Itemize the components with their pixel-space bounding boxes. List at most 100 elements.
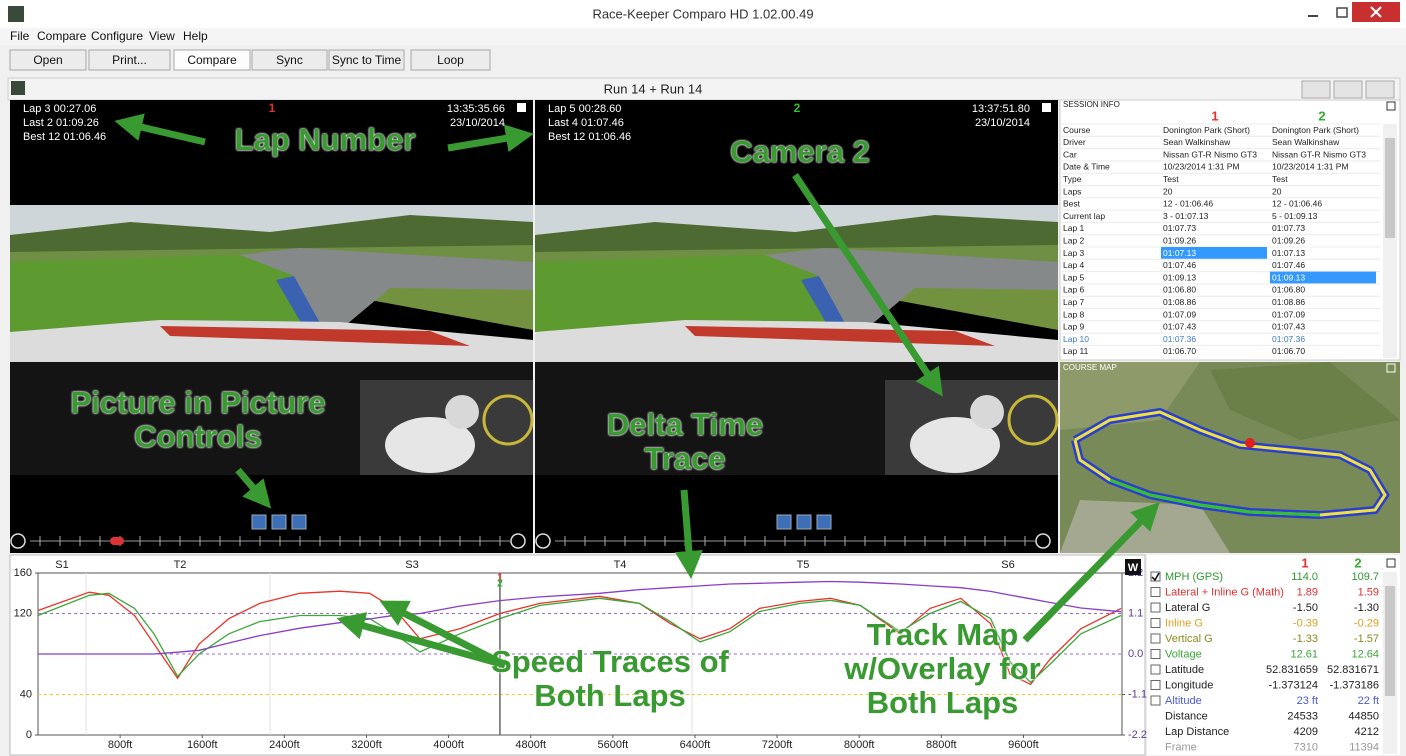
- toolbar-button-label[interactable]: Print...: [112, 53, 147, 67]
- session-cell: Lap 8: [1063, 309, 1085, 319]
- best-lap: Best 12 01:06.46: [548, 131, 631, 143]
- pip-helmet: [970, 395, 1004, 429]
- session-cell: Lap 6: [1063, 285, 1085, 295]
- checkbox[interactable]: [1151, 650, 1160, 659]
- annotation: Camera 2: [700, 135, 900, 169]
- toolbar-button-label[interactable]: Sync: [276, 53, 303, 67]
- video-menu-icon[interactable]: [517, 103, 526, 112]
- channel-value: 11394: [1349, 741, 1379, 753]
- checkbox[interactable]: [1151, 603, 1160, 612]
- channel-value: -0.39: [1293, 617, 1318, 629]
- session-cell: Course: [1063, 125, 1091, 135]
- annotation: Track Map w/Overlay for Both Laps: [835, 618, 1050, 720]
- section-label: T5: [797, 559, 810, 571]
- scroll-thumb[interactable]: [1385, 586, 1395, 696]
- channel-value: 4212: [1355, 726, 1379, 738]
- channel-value: -1.33: [1293, 633, 1318, 645]
- scroll-thumb[interactable]: [1385, 138, 1395, 238]
- channel-value: 24533: [1287, 710, 1318, 722]
- channel-value: 12.61: [1290, 648, 1318, 660]
- menu-item[interactable]: Help: [183, 29, 208, 43]
- run-window-button[interactable]: [1302, 81, 1330, 98]
- session-cell: Type: [1063, 174, 1082, 184]
- session-cell: 12 - 01:06.46: [1163, 199, 1213, 209]
- pip-button[interactable]: [797, 515, 811, 529]
- session-cell: 5 - 01:09.13: [1272, 211, 1318, 221]
- map-title: COURSE MAP: [1063, 363, 1117, 372]
- y-tick-label: 0: [26, 729, 32, 741]
- session-cell: 01:07.13: [1272, 248, 1305, 258]
- date: 23/10/2014: [975, 117, 1030, 129]
- pip-button[interactable]: [272, 515, 286, 529]
- session-cell: 01:07.43: [1272, 322, 1305, 332]
- y2-tick-label: 1.1: [1128, 607, 1143, 619]
- annotation: Delta Time Trace: [590, 408, 780, 476]
- x-tick-label: 7200ft: [762, 739, 793, 751]
- pip-button[interactable]: [252, 515, 266, 529]
- channel-value: 1.59: [1358, 586, 1379, 598]
- menu-item[interactable]: Configure: [91, 29, 143, 43]
- video-menu-icon[interactable]: [1042, 103, 1051, 112]
- pip-button[interactable]: [817, 515, 831, 529]
- session-cell: 01:07.13: [1163, 248, 1196, 258]
- toolbar-button-label[interactable]: Compare: [187, 53, 237, 67]
- y-tick-label: 120: [14, 607, 32, 619]
- channel-value: 44850: [1348, 710, 1379, 722]
- session-cell: 01:06.80: [1163, 285, 1196, 295]
- channel-value: -1.373186: [1329, 679, 1379, 691]
- channel-value: 22 ft: [1358, 695, 1379, 707]
- x-tick-label: 3200ft: [351, 739, 382, 751]
- x-tick-label: 4000ft: [433, 739, 464, 751]
- toolbar-button-label[interactable]: Sync to Time: [332, 53, 402, 67]
- session-cell: 01:09.13: [1163, 272, 1196, 282]
- x-tick-label: 1600ft: [187, 739, 218, 751]
- x-tick-label: 8800ft: [926, 739, 957, 751]
- y2-tick-label: -2.2: [1128, 729, 1147, 741]
- session-cell: 01:09.26: [1272, 235, 1305, 245]
- pip-button[interactable]: [777, 515, 791, 529]
- minimize-button[interactable]: [1300, 4, 1326, 22]
- pip-button[interactable]: [292, 515, 306, 529]
- toolbar-button-label[interactable]: Open: [33, 53, 62, 67]
- channel-value: 109.7: [1351, 571, 1379, 583]
- channel-value: -1.30: [1354, 602, 1379, 614]
- channel-value: 7310: [1294, 741, 1318, 753]
- session-cell: Nissan GT-R Nismo GT3: [1163, 149, 1257, 159]
- column-header: 2: [1318, 108, 1325, 123]
- menu-item[interactable]: View: [149, 29, 175, 43]
- menu-item[interactable]: Compare: [37, 29, 87, 43]
- checkbox[interactable]: [1151, 619, 1160, 628]
- checkbox[interactable]: [1151, 588, 1160, 597]
- channel-name: Vertical G: [1165, 633, 1213, 645]
- session-cell: Donington Park (Short): [1272, 125, 1359, 135]
- w-button-label[interactable]: W: [1128, 562, 1139, 574]
- session-cell: Lap 2: [1063, 235, 1085, 245]
- y-tick-label: 160: [14, 567, 32, 579]
- channel-name: Frame: [1165, 741, 1197, 753]
- session-cell: 01:07.43: [1163, 322, 1196, 332]
- menu-item[interactable]: File: [10, 29, 30, 43]
- screen: Race-Keeper Comparo HD 1.02.00.49FileCom…: [0, 0, 1406, 756]
- checkbox[interactable]: [1151, 696, 1160, 705]
- timeline-thumb[interactable]: [110, 537, 124, 545]
- channel-name: Longitude: [1165, 679, 1213, 691]
- annotation: Picture in Picture Controls: [48, 386, 348, 454]
- date: 23/10/2014: [450, 117, 505, 129]
- run-window-button[interactable]: [1334, 81, 1362, 98]
- y-tick-label: 40: [20, 688, 32, 700]
- session-cell: Lap 9: [1063, 322, 1085, 332]
- checkbox[interactable]: [1151, 665, 1160, 674]
- toolbar-button-label[interactable]: Loop: [437, 53, 464, 67]
- y2-tick-label: 0.0: [1128, 648, 1143, 660]
- session-cell: Lap 7: [1063, 297, 1085, 307]
- checkbox[interactable]: [1151, 634, 1160, 643]
- session-cell: Test: [1272, 174, 1288, 184]
- channel-name: MPH (GPS): [1165, 571, 1223, 583]
- channel-value: -0.29: [1354, 617, 1379, 629]
- channel-name: Voltage: [1165, 648, 1202, 660]
- checkbox[interactable]: [1151, 681, 1160, 690]
- run-window-button[interactable]: [1366, 81, 1394, 98]
- best-lap: Best 12 01:06.46: [23, 131, 106, 143]
- session-cell: 01:07.36: [1163, 334, 1196, 344]
- section-label: T2: [174, 559, 187, 571]
